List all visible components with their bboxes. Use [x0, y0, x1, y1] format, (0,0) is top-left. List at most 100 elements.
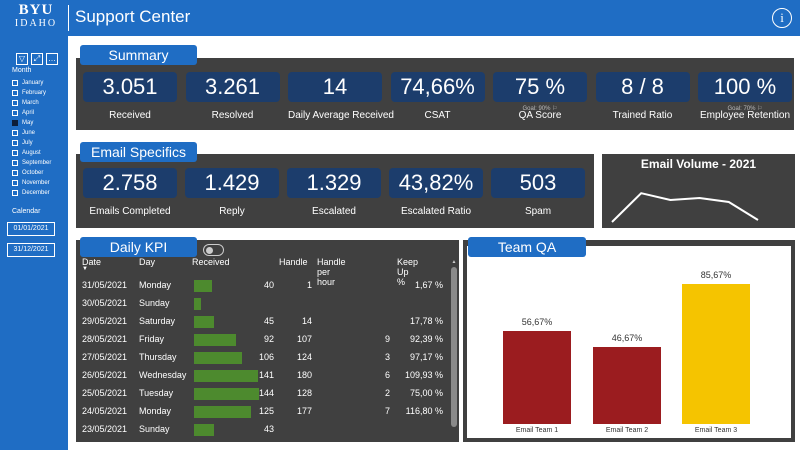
table-row: 31/05/2021 Monday 40 1 1,67 %	[82, 277, 452, 295]
daily-kpi-toggle[interactable]	[203, 244, 224, 256]
cell-day: Thursday	[139, 352, 177, 362]
cell-day: Sunday	[139, 298, 170, 308]
cell-received: 144	[258, 388, 274, 398]
month-option-july[interactable]: July	[12, 138, 51, 148]
table-scrollbar[interactable]: ▲	[451, 259, 457, 439]
email-specifics-title: Email Specifics	[80, 142, 197, 162]
cell-day: Friday	[139, 334, 165, 344]
received-bar	[194, 388, 259, 400]
col-header-received[interactable]: Received	[192, 257, 230, 267]
month-list: January February March April May June July Augu…	[12, 78, 51, 198]
cell-date: 25/05/2021	[82, 388, 128, 398]
received-bar	[194, 280, 212, 292]
kpi-value: 3.051	[83, 72, 177, 102]
summary-kpi-card: 3.261 Resolved	[185, 72, 280, 121]
table-row: 27/05/2021 Thursday 106 124 3 97,17 %	[82, 349, 452, 367]
checkbox[interactable]	[12, 100, 18, 106]
month-option-september[interactable]: September	[12, 158, 51, 168]
month-option-label: May	[22, 120, 34, 126]
email-volume-panel: Email Volume - 2021	[602, 154, 795, 228]
team-qa-category-label: Email Team 1	[515, 427, 559, 434]
date-to-input[interactable]: 31/12/2021	[7, 243, 55, 257]
cell-date: 28/05/2021	[82, 334, 128, 344]
team-qa-data-label: 56,67%	[521, 317, 553, 328]
checkbox[interactable]	[12, 160, 18, 166]
cell-hph: 7	[384, 406, 390, 416]
month-option-label: July	[22, 140, 33, 146]
scroll-up-icon[interactable]: ▲	[451, 259, 457, 265]
month-option-label: September	[22, 160, 52, 166]
month-option-label: April	[22, 110, 35, 116]
col-header-day[interactable]: Day	[139, 257, 156, 267]
cell-received: 43	[263, 424, 274, 434]
month-option-october[interactable]: October	[12, 168, 51, 178]
kpi-value: 1.329	[287, 168, 381, 198]
kpi-label: Trained Ratio	[612, 110, 673, 121]
month-option-label: June	[22, 130, 36, 136]
scrollbar-thumb[interactable]	[451, 267, 457, 427]
col-header-handle[interactable]: Handle	[279, 257, 308, 267]
goal-indicator-icon: ⚐	[550, 106, 558, 112]
checkbox[interactable]	[12, 90, 18, 96]
checkbox[interactable]	[12, 110, 18, 116]
month-option-january[interactable]: January	[12, 78, 51, 88]
month-option-label: March	[22, 100, 39, 106]
col-header-keep-up[interactable]: Keep Up %	[397, 257, 419, 287]
checkbox[interactable]	[12, 190, 18, 196]
checkbox[interactable]	[12, 180, 18, 186]
summary-kpi-card: 100 % Employee Retention Goal: 70% ⚐	[698, 72, 792, 121]
month-option-august[interactable]: August	[12, 148, 51, 158]
month-option-may[interactable]: May	[12, 118, 51, 128]
month-option-february[interactable]: February	[12, 88, 51, 98]
cell-day: Saturday	[139, 316, 176, 326]
month-option-december[interactable]: December	[12, 188, 51, 198]
checkbox[interactable]	[12, 150, 18, 156]
kpi-value: 43,82%	[389, 168, 483, 198]
month-option-june[interactable]: June	[12, 128, 51, 138]
cell-hph: 9	[384, 334, 390, 344]
month-option-label: October	[22, 170, 44, 176]
info-icon[interactable]: i	[772, 8, 792, 28]
filter-icon[interactable]: ▽	[16, 53, 28, 65]
table-row: 26/05/2021 Wednesday 141 180 6 109,93 %	[82, 367, 452, 385]
focus-mode-icon[interactable]: ⤢	[31, 53, 43, 65]
cell-received: 40	[263, 280, 274, 290]
month-option-label: November	[22, 180, 50, 186]
cell-date: 29/05/2021	[82, 316, 128, 326]
logo-line1: BYU	[18, 2, 54, 18]
more-options-icon[interactable]: …	[46, 53, 58, 65]
col-header-handle-per-hour[interactable]: Handle per hour	[317, 257, 346, 287]
team-qa-title: Team QA	[468, 237, 586, 257]
kpi-label: Emails Completed	[89, 206, 171, 217]
summary-kpi-card: 75 % QA Score Goal: 90% ⚐	[493, 72, 587, 121]
checkbox[interactable]	[12, 170, 18, 176]
month-option-label: December	[22, 190, 50, 196]
checkbox[interactable]	[12, 120, 18, 126]
date-from-input[interactable]: 01/01/2021	[7, 222, 55, 236]
cell-handle: 1	[306, 280, 312, 290]
cell-date: 31/05/2021	[82, 280, 128, 290]
cell-keepup: 109,93 %	[404, 370, 443, 380]
checkbox[interactable]	[12, 140, 18, 146]
kpi-value: 74,66%	[390, 72, 485, 102]
kpi-goal-text: Goal: 70%	[727, 106, 756, 112]
month-option-march[interactable]: March	[12, 98, 51, 108]
cell-date: 26/05/2021	[82, 370, 128, 380]
cell-received: 106	[258, 352, 274, 362]
col-header-date[interactable]: Date ▼	[82, 257, 102, 272]
checkbox[interactable]	[12, 130, 18, 136]
table-row: 29/05/2021 Saturday 45 14 17,78 %	[82, 313, 452, 331]
cell-day: Monday	[139, 406, 172, 416]
received-bar	[194, 316, 214, 328]
summary-kpi-card: 74,66% CSAT	[390, 72, 485, 121]
month-option-label: February	[22, 90, 47, 96]
cell-keepup: 75,00 %	[409, 388, 443, 398]
cell-handle: 177	[296, 406, 312, 416]
cell-keepup: 17,78 %	[409, 316, 443, 326]
email-kpi-card: 1.429 Reply	[185, 168, 279, 217]
checkbox[interactable]	[12, 80, 18, 86]
month-option-november[interactable]: November	[12, 178, 51, 188]
table-row: 30/05/2021 Sunday	[82, 295, 452, 313]
month-option-april[interactable]: April	[12, 108, 51, 118]
kpi-label: Received	[109, 110, 151, 121]
